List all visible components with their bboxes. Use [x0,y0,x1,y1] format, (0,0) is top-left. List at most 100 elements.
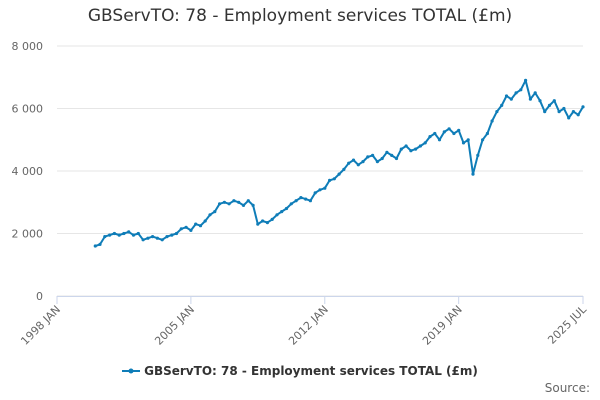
data-point[interactable] [117,233,121,237]
data-point[interactable] [547,103,552,107]
data-point[interactable] [246,199,250,203]
data-point[interactable] [337,172,341,176]
data-point[interactable] [184,225,188,229]
legend[interactable]: GBServTO: 78 - Employment services TOTAL… [0,364,600,379]
data-point[interactable] [495,110,499,114]
legend-item[interactable]: GBServTO: 78 - Employment services TOTAL… [122,364,478,378]
data-point[interactable] [485,131,489,136]
data-point[interactable] [294,199,298,203]
data-point[interactable] [103,235,107,239]
data-point[interactable] [524,78,528,82]
data-point[interactable] [170,233,174,237]
data-point[interactable] [108,233,112,237]
data-point[interactable] [385,150,389,154]
data-point[interactable] [447,127,451,131]
data-point[interactable] [504,94,509,98]
data-point[interactable] [275,213,279,217]
data-point[interactable] [218,202,222,206]
data-point[interactable] [155,236,159,240]
data-point[interactable] [165,235,169,239]
data-point[interactable] [375,160,379,164]
data-point[interactable] [299,196,303,200]
data-point[interactable] [543,110,547,114]
data-point[interactable] [442,130,446,134]
data-point[interactable] [557,110,561,114]
data-point[interactable] [437,138,442,142]
data-point[interactable] [179,227,183,231]
data-point[interactable] [289,202,293,206]
data-point[interactable] [509,97,513,101]
data-point[interactable] [237,200,241,204]
data-point[interactable] [328,178,332,182]
data-point[interactable] [380,156,384,161]
data-point[interactable] [241,203,246,207]
data-point[interactable] [151,235,155,239]
data-point[interactable] [284,206,289,211]
data-point[interactable] [227,202,231,206]
data-point[interactable] [457,128,461,132]
data-point[interactable] [481,138,485,142]
data-point[interactable] [571,110,576,114]
data-point[interactable] [351,158,356,162]
data-point[interactable] [528,97,533,101]
data-point[interactable] [342,167,346,171]
data-point[interactable] [366,155,370,159]
data-point[interactable] [270,217,274,221]
data-point[interactable] [567,116,571,120]
data-point[interactable] [93,244,97,248]
data-point[interactable] [112,231,116,236]
data-point[interactable] [198,224,203,228]
data-point[interactable] [418,144,422,148]
data-point[interactable] [131,233,136,237]
data-point[interactable] [533,91,537,95]
series-line[interactable] [94,79,584,247]
data-point[interactable] [203,219,207,223]
data-point[interactable] [304,197,308,201]
data-point[interactable] [265,221,269,225]
data-point[interactable] [146,236,150,240]
data-point[interactable] [461,141,466,145]
data-point[interactable] [490,119,494,123]
data-point[interactable] [261,219,265,223]
data-point[interactable] [428,135,432,139]
data-point[interactable] [213,210,217,214]
data-point[interactable] [356,163,360,167]
data-point[interactable] [127,230,131,234]
data-point[interactable] [361,160,365,164]
data-point[interactable] [232,199,236,203]
data-point[interactable] [251,203,255,207]
data-point[interactable] [399,147,403,151]
data-point[interactable] [500,103,504,107]
data-point[interactable] [562,106,566,111]
data-point[interactable] [98,242,102,246]
data-point[interactable] [581,105,585,109]
data-point[interactable] [318,188,322,192]
data-point[interactable] [194,222,198,226]
data-point[interactable] [371,153,375,157]
data-point[interactable] [476,153,480,157]
data-point[interactable] [122,231,126,236]
data-point[interactable] [208,213,212,217]
data-point[interactable] [466,138,470,142]
data-point[interactable] [308,199,312,203]
data-point[interactable] [313,191,317,195]
data-point[interactable] [576,113,580,117]
data-point[interactable] [471,172,475,176]
data-point[interactable] [332,177,336,181]
data-point[interactable] [141,238,145,242]
data-point[interactable] [514,91,518,95]
data-point[interactable] [174,231,179,236]
data-point[interactable] [390,153,394,157]
data-point[interactable] [189,228,193,232]
data-point[interactable] [404,144,408,148]
data-point[interactable] [538,99,542,103]
data-point[interactable] [552,99,556,103]
data-point[interactable] [160,238,164,242]
data-point[interactable] [136,231,140,236]
data-point[interactable] [433,131,437,136]
data-point[interactable] [414,147,418,151]
data-point[interactable] [222,200,226,204]
data-point[interactable] [394,156,399,161]
data-point[interactable] [452,131,456,136]
data-point[interactable] [347,161,351,165]
